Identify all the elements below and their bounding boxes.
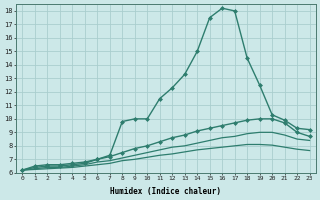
X-axis label: Humidex (Indice chaleur): Humidex (Indice chaleur) (110, 187, 221, 196)
